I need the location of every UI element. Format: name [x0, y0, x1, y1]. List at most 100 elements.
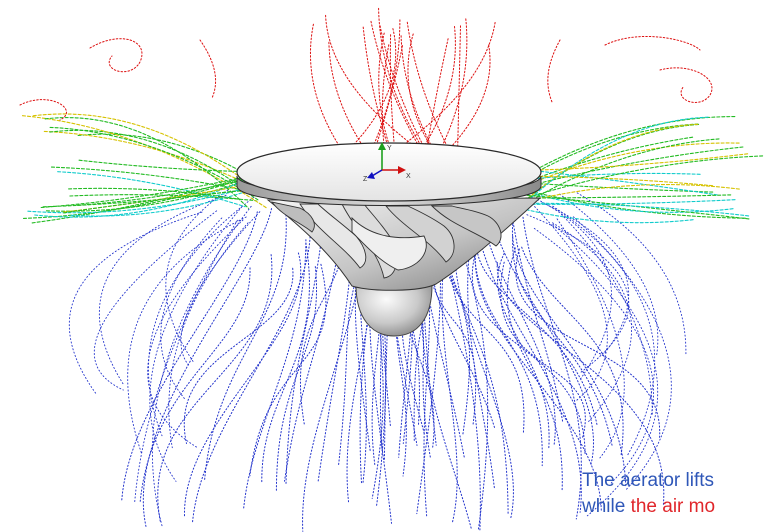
streamline [526, 198, 608, 401]
streamline [519, 153, 749, 172]
streamline [406, 21, 453, 157]
streamline [516, 123, 699, 209]
streamline [497, 253, 550, 449]
streamline [507, 184, 564, 423]
streamline [180, 211, 261, 367]
streamline [165, 189, 229, 363]
caption-line-2-highlight: the air mo [630, 496, 716, 517]
streamline [99, 194, 227, 385]
streamline [183, 267, 294, 444]
streamline [556, 218, 625, 459]
triad-y-label: Y [387, 145, 392, 152]
streamline [371, 257, 384, 499]
streamline [473, 244, 543, 467]
streamline [49, 129, 248, 192]
streamline [476, 226, 598, 426]
streamline [552, 205, 656, 457]
streamline [533, 170, 718, 196]
streamline [243, 239, 307, 509]
streamline [414, 205, 465, 459]
impeller-blade [351, 216, 427, 271]
streamline [285, 239, 322, 485]
streamline [552, 222, 632, 423]
streamline [358, 205, 367, 484]
streamline [371, 259, 382, 466]
streamline [547, 39, 561, 103]
aerator-impeller [236, 142, 542, 337]
impeller-disc-top [236, 142, 542, 202]
streamline [34, 170, 265, 218]
triad-z-label: Z [363, 176, 368, 183]
streamline [63, 190, 241, 214]
streamline [127, 216, 247, 455]
streamline [572, 216, 672, 491]
streamline [517, 116, 709, 210]
streamline [527, 194, 612, 380]
streamline [204, 214, 287, 482]
streamline [57, 171, 246, 208]
triad-x-label: X [406, 173, 411, 180]
streamline [500, 261, 586, 438]
streamline [121, 211, 258, 502]
streamline [541, 202, 630, 355]
streamline [27, 183, 259, 214]
caption-line-1: The aerator lifts [582, 470, 714, 491]
streamline [302, 266, 364, 532]
streamline [426, 197, 471, 436]
streamline [389, 34, 396, 153]
streamline [78, 159, 252, 173]
streamline [454, 228, 514, 520]
streamline [19, 99, 67, 121]
streamline [505, 184, 746, 219]
streamline [526, 214, 630, 374]
streamline [561, 214, 653, 415]
streamline [381, 44, 390, 166]
impeller-blade [430, 205, 502, 247]
impeller-blade [299, 203, 367, 269]
streamline [407, 33, 439, 159]
caption: The aerator lifts while the air mo [582, 468, 774, 532]
streamline [406, 26, 456, 172]
streamline [522, 216, 582, 520]
streamline [511, 220, 627, 487]
streamline [68, 187, 241, 200]
streamline [325, 14, 435, 162]
streamline [32, 113, 266, 197]
streamline [89, 38, 143, 73]
streamline [142, 208, 272, 528]
streamline [512, 235, 613, 448]
streamline [370, 19, 401, 152]
caption-line-2: while the air mo [582, 494, 774, 520]
impeller-blade [385, 205, 455, 263]
streamline [261, 242, 310, 483]
streamline [69, 211, 203, 394]
streamline [525, 202, 750, 217]
streamline [467, 260, 495, 490]
impeller-blade [270, 201, 315, 233]
streamline [506, 247, 563, 491]
streamline [513, 142, 740, 192]
streamline [362, 26, 390, 152]
streamline [44, 117, 250, 209]
caption-line-2-prefix: while [582, 496, 631, 517]
streamline [496, 262, 665, 507]
streamline [284, 261, 337, 482]
streamline [604, 35, 701, 51]
streamline [524, 155, 764, 199]
streamline [31, 178, 241, 224]
streamline [528, 123, 700, 198]
streamline [515, 184, 740, 205]
streamline [659, 67, 713, 103]
water-downflow-streamlines [69, 184, 687, 532]
streamline [168, 222, 249, 449]
streamline [152, 205, 252, 527]
streamline [379, 25, 429, 155]
streamline [474, 240, 602, 512]
streamline [471, 246, 586, 455]
streamline [157, 254, 273, 523]
streamline [275, 266, 317, 492]
streamline [249, 263, 327, 477]
streamline [552, 223, 659, 517]
streamline [160, 217, 223, 401]
streamline [521, 246, 624, 457]
